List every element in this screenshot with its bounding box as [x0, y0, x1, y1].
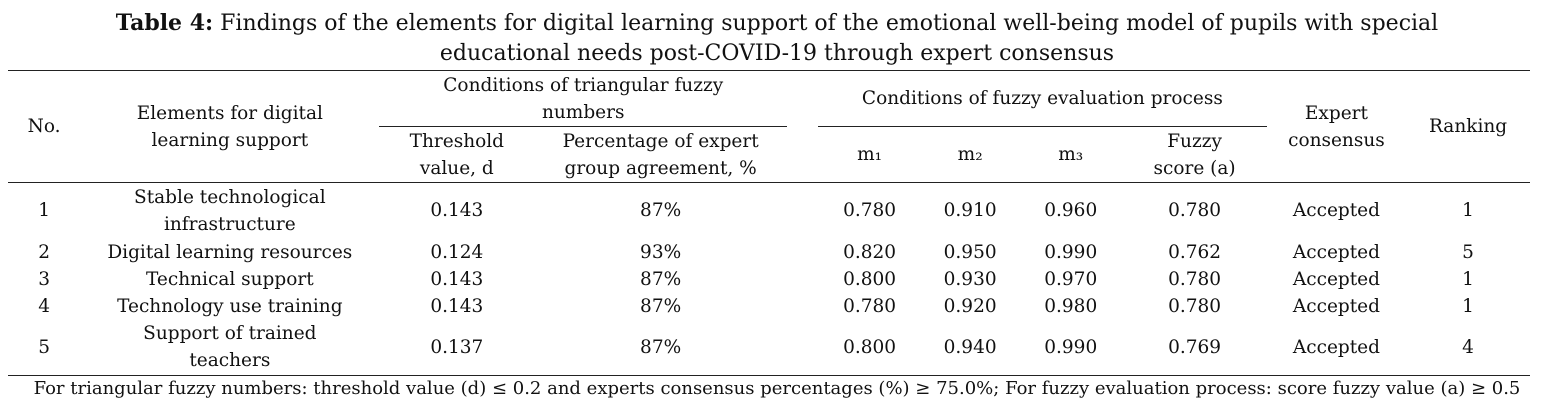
cell-m1: 0.820	[843, 241, 897, 263]
cell-element: Technology use training	[117, 295, 343, 317]
cell-threshold: 0.124	[430, 241, 484, 263]
table-caption: Table 4: Findings of the elements for di…	[0, 8, 1554, 69]
cell-m3: 0.960	[1044, 200, 1098, 222]
table-row: 2 Digital learning resources 0.124 93% 0…	[8, 239, 1530, 266]
header-consensus: Expert consensus	[1266, 70, 1407, 183]
cell-m2: 0.930	[943, 268, 997, 290]
cell-no: 1	[38, 200, 50, 222]
table-row: 3 Technical support 0.143 87% 0.800 0.93…	[8, 266, 1530, 293]
header-gap-2	[787, 126, 818, 183]
header-elements: Elements for digital learning support	[80, 70, 380, 183]
cell-percentage: 87%	[534, 319, 788, 376]
cell-percentage: 87%	[640, 200, 682, 222]
cell-m2: 0.910	[943, 200, 997, 222]
cell-m1: 0.800	[843, 268, 897, 290]
cell-m2: 0.950	[943, 241, 997, 263]
header-percentage: Percentage of expert group agreement, %	[534, 126, 788, 183]
cell-element: Technical support	[146, 268, 314, 290]
cell-no: 5	[8, 319, 81, 376]
header-m1: m₁	[817, 126, 922, 183]
cell-element: Support of trained teachers	[80, 319, 380, 376]
cell-threshold: 0.143	[430, 295, 484, 317]
header-m3: m₃	[1019, 126, 1123, 183]
cell-ranking: 4	[1406, 319, 1530, 376]
cell-no: 2	[38, 241, 50, 263]
cell-consensus: Accepted	[1292, 295, 1380, 317]
cell-percentage: 93%	[640, 241, 682, 263]
caption-text-2: educational needs post-COVID-19 through …	[439, 41, 1115, 66]
cell-m3: 0.990	[1019, 319, 1123, 376]
cell-consensus: Accepted	[1292, 268, 1380, 290]
caption-label: Table 4:	[115, 10, 214, 36]
cell-element: Digital learning resources	[107, 241, 353, 263]
findings-table: No. Elements for digital learning suppor…	[8, 70, 1530, 376]
header-m2: m₂	[921, 126, 1020, 183]
cell-ranking: 1	[1462, 200, 1474, 222]
cell-consensus: Accepted	[1292, 241, 1380, 263]
cell-fuzzy-score: 0.780	[1168, 200, 1222, 222]
cell-m1: 0.800	[817, 319, 922, 376]
cell-m2: 0.920	[943, 295, 997, 317]
cell-ranking: 1	[1462, 295, 1474, 317]
cell-element: Stable technological infrastructure	[134, 186, 326, 235]
table-row: 5 Support of trained teachers 0.137 87% 0…	[8, 319, 1530, 376]
header-threshold: Threshold value, d	[379, 126, 535, 183]
cell-no: 3	[38, 268, 50, 290]
cell-fuzzy-score: 0.780	[1168, 295, 1222, 317]
cell-fuzzy-score: 0.780	[1168, 268, 1222, 290]
table-footnote: For triangular fuzzy numbers: threshold …	[33, 378, 1521, 399]
cell-percentage: 87%	[640, 268, 682, 290]
cell-m3: 0.990	[1044, 241, 1098, 263]
cell-threshold: 0.137	[379, 319, 535, 376]
header-group-fep: Conditions of fuzzy evaluation process	[817, 70, 1267, 127]
cell-threshold: 0.143	[430, 268, 484, 290]
table-row: 1 Stable technological infrastructure 0.1…	[8, 183, 1530, 239]
header-group-tfn: Conditions of triangular fuzzy numbers	[379, 70, 788, 127]
cell-m1: 0.780	[843, 295, 897, 317]
cell-ranking: 5	[1462, 241, 1474, 263]
table-row: 4 Technology use training 0.143 87% 0.78…	[8, 293, 1530, 320]
cell-m2: 0.940	[921, 319, 1020, 376]
header-no: No.	[8, 70, 81, 183]
caption-line-1: Table 4: Findings of the elements for di…	[0, 8, 1554, 39]
cell-m3: 0.970	[1044, 268, 1098, 290]
cell-fuzzy-score: 0.769	[1122, 319, 1267, 376]
header-gap	[787, 70, 818, 127]
header-ranking: Ranking	[1406, 70, 1530, 183]
cell-no: 4	[38, 295, 50, 317]
cell-m3: 0.980	[1044, 295, 1098, 317]
cell-ranking: 1	[1462, 268, 1474, 290]
cell-m1: 0.780	[843, 200, 897, 222]
cell-threshold: 0.143	[430, 200, 484, 222]
header-fuzzy-score: Fuzzy score (a)	[1122, 126, 1267, 183]
caption-text-1: Findings of the elements for digital lea…	[220, 11, 1439, 36]
cell-consensus: Accepted	[1266, 319, 1407, 376]
cell-consensus: Accepted	[1292, 200, 1380, 222]
cell-percentage: 87%	[640, 295, 682, 317]
cell-fuzzy-score: 0.762	[1168, 241, 1222, 263]
